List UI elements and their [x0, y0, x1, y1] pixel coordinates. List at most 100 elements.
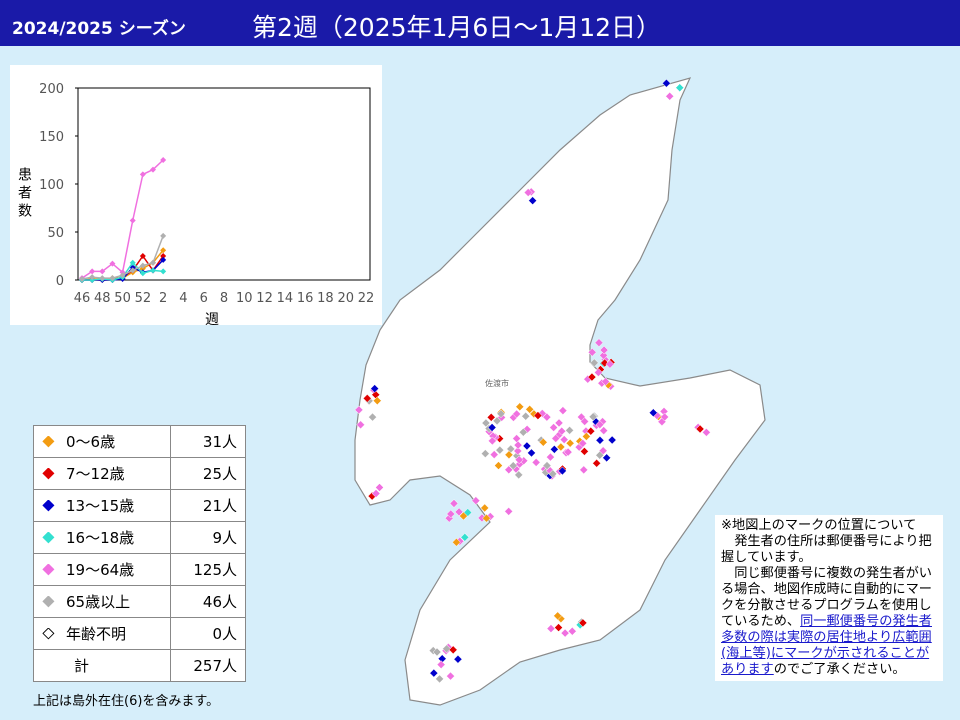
case-marker	[560, 628, 570, 638]
legend-row: 7～12歳 25人	[33, 457, 246, 490]
case-marker	[592, 458, 601, 468]
point	[99, 275, 106, 282]
case-marker	[513, 440, 523, 450]
note: ※地図上のマークの位置について 発生者の住所は郵便番号により把握しています。 同…	[715, 515, 943, 681]
point	[89, 268, 96, 275]
point	[139, 253, 146, 259]
case-marker	[589, 358, 599, 368]
case-marker	[551, 434, 561, 443]
point	[119, 272, 126, 279]
case-marker	[557, 426, 567, 436]
case-marker	[496, 409, 506, 419]
diamond	[42, 595, 55, 608]
case-marker	[587, 372, 597, 382]
x-tick-label: 50	[114, 291, 131, 306]
case-marker	[482, 513, 491, 523]
case-marker	[602, 453, 612, 463]
x-axis-label: 週	[205, 312, 219, 325]
legend-marker	[42, 563, 55, 576]
point	[129, 259, 136, 266]
case-marker	[554, 418, 564, 428]
case-marker	[542, 461, 552, 471]
legend-count: 25人	[170, 457, 246, 490]
case-marker	[521, 411, 531, 421]
case-marker	[522, 441, 532, 451]
case-marker	[435, 674, 444, 684]
case-marker	[448, 645, 458, 655]
case-marker	[504, 450, 514, 460]
case-marker	[446, 509, 456, 519]
case-marker	[436, 660, 446, 669]
case-marker	[449, 499, 459, 508]
case-marker	[702, 427, 711, 437]
case-marker	[375, 483, 384, 492]
case-marker	[594, 338, 604, 348]
case-marker	[548, 469, 558, 479]
case-markers	[354, 78, 711, 684]
legend-label: 7～12歳	[66, 465, 125, 483]
case-marker	[554, 623, 563, 632]
case-marker	[494, 461, 503, 470]
case-marker	[487, 436, 497, 446]
case-marker	[432, 647, 442, 657]
case-marker	[582, 432, 591, 441]
note-p2: 同じ郵便番号に複数の発生者がいる場合、地図作成時に自動的にマークを分散させるプロ…	[721, 566, 937, 678]
case-marker	[371, 489, 381, 498]
note-link[interactable]: 同一郵便番号の発生者多数の際は実際の居住地より広範囲(海上等)にマークが示される…	[721, 614, 932, 677]
legend-label: 年齢不明	[66, 625, 127, 643]
point	[139, 262, 146, 269]
legend-label: 19～64歳	[66, 561, 135, 579]
case-marker	[528, 196, 537, 206]
case-marker	[565, 438, 575, 448]
point	[160, 268, 167, 275]
case-marker	[538, 437, 548, 447]
legend-count: 46人	[170, 585, 246, 618]
legend-row: 19～64歳 125人	[33, 553, 246, 586]
case-marker	[504, 507, 514, 516]
legend-marker	[42, 499, 55, 512]
case-marker	[492, 416, 502, 426]
case-marker	[599, 426, 609, 435]
season: 2024/2025 シーズン	[12, 19, 186, 39]
case-marker	[565, 425, 574, 435]
point	[109, 260, 116, 267]
legend-marker	[42, 531, 55, 544]
legend-count: 9人	[170, 521, 246, 554]
y-tick-label: 0	[56, 274, 64, 289]
x-tick-label: 52	[135, 291, 152, 306]
case-marker	[368, 412, 377, 422]
legend-count: 125人	[170, 553, 246, 586]
case-marker	[514, 470, 524, 480]
x-tick-label: 14	[277, 291, 294, 306]
case-marker	[446, 671, 455, 681]
note-heading: ※地図上のマークの位置について	[721, 518, 917, 533]
note-text: 同じ郵便番号に複数の発生者がいる場合、地図作成時に自動的にマークを分散させるプロ…	[721, 566, 932, 629]
case-marker	[481, 418, 491, 428]
case-marker	[459, 511, 468, 521]
point	[89, 274, 96, 281]
case-marker	[595, 435, 605, 445]
case-marker	[370, 384, 380, 393]
case-marker	[665, 91, 675, 101]
legend-label: 65歳以上	[66, 593, 131, 611]
diamond	[42, 435, 55, 448]
case-marker	[586, 426, 596, 436]
footnote: 上記は島外在住(6)を含みます。	[33, 694, 220, 709]
case-marker	[454, 507, 464, 517]
case-marker	[513, 446, 523, 456]
point	[129, 267, 136, 274]
legend-label-cell: 16～18歳	[33, 521, 171, 554]
case-marker	[514, 455, 524, 465]
point	[129, 217, 136, 224]
legend-row: 計 257人	[33, 649, 246, 682]
case-marker	[518, 427, 528, 437]
case-marker	[556, 442, 566, 452]
legend-marker	[42, 595, 55, 608]
x-tick-label: 8	[220, 291, 228, 306]
case-marker	[607, 435, 617, 445]
x-tick-label: 18	[317, 291, 334, 306]
legend-marker	[42, 467, 55, 480]
case-marker	[595, 420, 605, 429]
legend-table: 0～6歳 31人 7～12歳 25人 13～15歳 21人 16～18歳 9人 19～64歳 12…	[33, 425, 246, 682]
